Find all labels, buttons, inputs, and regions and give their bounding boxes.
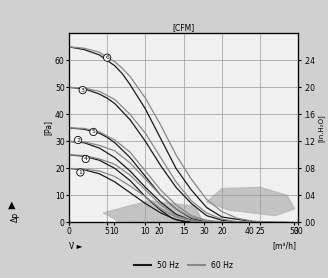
X-axis label: [CFM]: [CFM] <box>173 24 195 33</box>
Text: 4: 4 <box>84 157 88 162</box>
Text: 3: 3 <box>81 88 85 93</box>
Polygon shape <box>103 201 203 222</box>
Polygon shape <box>207 187 295 216</box>
Legend: 50 Hz, 60 Hz: 50 Hz, 60 Hz <box>131 258 236 273</box>
Y-axis label: [in.H₂O]: [in.H₂O] <box>318 114 324 142</box>
Text: Δp: Δp <box>11 212 20 222</box>
Text: 2: 2 <box>76 138 80 143</box>
Y-axis label: [Pa]: [Pa] <box>43 120 52 135</box>
Text: 5: 5 <box>92 130 95 135</box>
Text: [m³/h]: [m³/h] <box>273 242 297 250</box>
Text: 1: 1 <box>78 170 82 175</box>
Text: 6: 6 <box>105 55 109 60</box>
Text: V̇ ►: V̇ ► <box>69 242 82 250</box>
Text: ▲: ▲ <box>8 199 15 209</box>
